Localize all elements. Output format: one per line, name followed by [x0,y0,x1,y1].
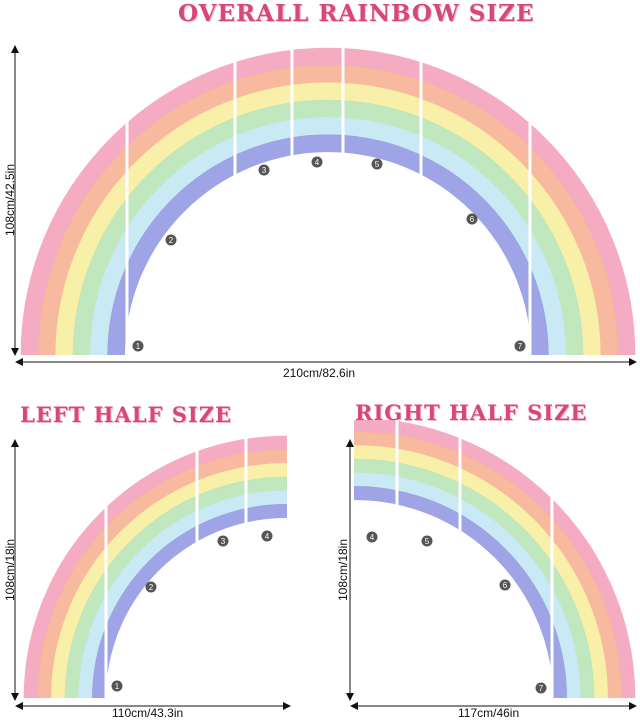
rainbow-band [354,420,636,699]
rainbow-band [64,476,287,699]
rainbow-band [37,449,287,699]
rainbow-band [20,47,636,356]
panel-number: 5 [375,160,380,169]
right-height-label: 108cm/18in [336,538,350,602]
panel-number: 4 [315,158,320,167]
panel-number: 1 [136,342,141,351]
rainbow-band [354,445,608,699]
panel-number: 2 [149,583,154,592]
panel-number-marker: 6 [499,579,511,591]
panel-number-marker: 3 [217,535,229,547]
left-width-label: 110cm/43.3in [112,706,184,720]
left-height-label: 108cm/18in [3,538,17,602]
panel-number-marker: 1 [132,340,144,352]
rainbow-band [354,486,567,699]
panel-number: 4 [265,532,270,541]
panel-number-marker: 2 [165,234,177,246]
panel-number-marker: 2 [145,581,157,593]
left-half-rainbow [23,431,287,699]
panel-number-marker: 3 [258,164,270,176]
left-half-title: LEFT HALF SIZE [20,402,233,427]
overall-height-label: 108cm/42.5in [3,163,17,237]
panel-number: 7 [539,684,544,693]
panel-number: 3 [262,166,267,175]
panel-number: 5 [425,537,430,546]
panel-number-marker: 5 [371,158,383,170]
rainbow-band [78,490,287,699]
rainbow-band [92,504,287,699]
rainbow-band [354,458,595,699]
rainbow-band [38,65,618,356]
panel-number: 6 [470,215,475,224]
panel-number-marker: 7 [514,340,526,352]
rainbow-band [354,431,622,699]
panel-number: 7 [518,342,523,351]
right-width-label: 117cm/46in [458,706,520,720]
panel-number-marker: 6 [466,213,478,225]
rainbow-band [55,82,601,356]
rainbow-band [354,472,581,699]
panel-number: 1 [115,682,120,691]
panel-number-marker: 5 [421,535,433,547]
panel-number-marker: 4 [366,531,378,543]
dimension-arrows [11,45,637,710]
right-half-rainbow [354,420,636,699]
panel-number: 6 [503,581,508,590]
rainbow-band [23,436,287,699]
panel-number-marker: 1 [111,680,123,692]
overall-title: OVERALL RAINBOW SIZE [178,0,535,27]
overall-rainbow [20,43,636,356]
panel-number: 2 [169,236,174,245]
panel-number: 3 [221,537,226,546]
overall-width-label: 210cm/82.6in [283,366,356,380]
rainbow-band [107,134,549,356]
rainbow-band [72,99,584,356]
panel-number-marker: 4 [261,530,273,542]
rainbow-band [51,463,287,699]
panel-number: 4 [370,533,375,542]
panel-number-marker: 4 [311,156,323,168]
panel-number-marker: 7 [535,682,547,694]
